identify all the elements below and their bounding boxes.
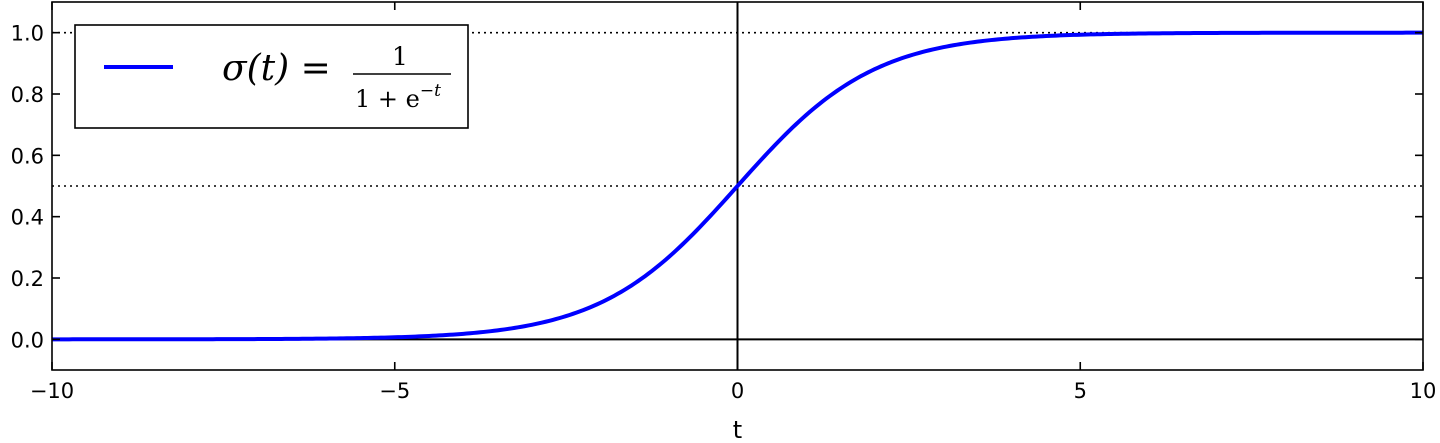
series-group	[52, 30, 1423, 342]
y-tick-label: 0.0	[11, 328, 44, 352]
y-tick-label: 0.4	[11, 206, 44, 230]
ticks-group: −10 −5 0 5 10 0.0 0.2 0.4 0.6 0.8 1.0	[11, 2, 1437, 403]
legend: σ(t) = 1 1 + e−t	[74, 24, 469, 129]
x-tick-label: 10	[1410, 379, 1437, 403]
y-tick-label: 1.0	[11, 22, 44, 46]
legend-formula-numerator: 1	[392, 42, 408, 71]
x-tick-label: 0	[731, 379, 744, 403]
legend-formula-denominator: 1 + e−t	[355, 81, 441, 113]
x-tick-label: 5	[1074, 379, 1087, 403]
x-tick-label: −5	[379, 379, 410, 403]
y-tick-label: 0.6	[11, 144, 44, 168]
legend-box	[74, 24, 469, 129]
series-line-0	[52, 30, 1423, 342]
y-tick-label: 0.8	[11, 83, 44, 107]
y-tick-label: 0.2	[11, 267, 44, 291]
legend-formula-lhs: σ(t) =	[222, 48, 331, 89]
legend-denominator-base: 1 + e	[355, 85, 420, 113]
x-tick-label: −10	[30, 379, 74, 403]
legend-denominator-exponent: −t	[420, 81, 441, 101]
x-axis-label: t	[733, 416, 742, 443]
